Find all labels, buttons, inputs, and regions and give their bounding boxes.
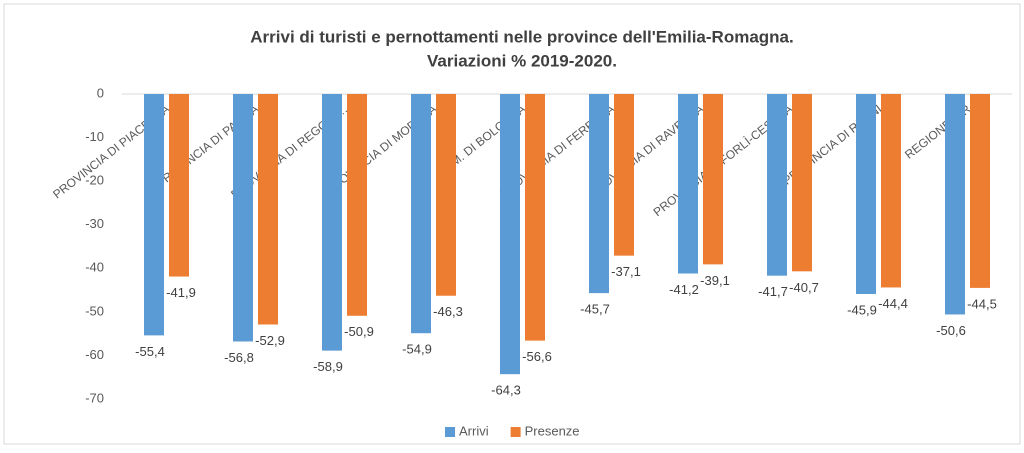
bar — [678, 94, 698, 274]
data-label: -44,4 — [878, 296, 908, 311]
bar — [169, 94, 189, 277]
bar — [970, 94, 990, 288]
bar — [792, 94, 812, 272]
bar — [258, 94, 278, 325]
data-label: -55,4 — [135, 344, 165, 359]
bar — [436, 94, 456, 296]
legend-swatch — [445, 427, 455, 437]
data-label: -45,9 — [847, 302, 877, 317]
data-label: -50,6 — [936, 323, 966, 338]
data-label: -54,9 — [402, 342, 432, 357]
data-label: -58,9 — [313, 359, 343, 374]
bar — [144, 94, 164, 336]
y-tick-label: -30 — [85, 216, 104, 231]
data-label: -64,3 — [491, 383, 521, 398]
data-label: -56,8 — [224, 350, 254, 365]
bar — [347, 94, 367, 316]
legend-label: Presenze — [525, 423, 580, 438]
y-tick-label: -70 — [85, 390, 104, 405]
data-label: -56,6 — [522, 349, 552, 364]
y-tick-label: -50 — [85, 303, 104, 318]
bar — [500, 94, 520, 375]
y-tick-label: -60 — [85, 347, 104, 362]
bar — [881, 94, 901, 288]
y-tick-label: 0 — [97, 85, 104, 100]
data-label: -37,1 — [611, 264, 641, 279]
bar — [856, 94, 876, 294]
chart-subtitle: Variazioni % 2019-2020. — [427, 51, 617, 70]
bar — [767, 94, 787, 276]
bar — [945, 94, 965, 315]
data-label: -46,3 — [433, 304, 463, 319]
legend-label: Arrivi — [459, 423, 489, 438]
chart-border — [3, 3, 1021, 445]
y-tick-label: -20 — [85, 173, 104, 188]
data-label: -41,2 — [669, 282, 699, 297]
bar — [703, 94, 723, 265]
data-label: -40,7 — [789, 280, 819, 295]
data-label: -39,1 — [700, 273, 730, 288]
y-tick-label: -10 — [85, 129, 104, 144]
data-label: -44,5 — [967, 296, 997, 311]
bar — [614, 94, 634, 256]
y-tick-label: -40 — [85, 260, 104, 275]
chart-title: Arrivi di turisti e pernottamenti nelle … — [250, 27, 793, 46]
bar — [411, 94, 431, 334]
data-label: -50,9 — [344, 324, 374, 339]
data-label: -41,9 — [166, 285, 196, 300]
bar — [589, 94, 609, 294]
bar — [233, 94, 253, 342]
legend-swatch — [510, 427, 521, 437]
bar — [322, 94, 342, 351]
data-label: -45,7 — [580, 302, 610, 317]
data-label: -41,7 — [758, 284, 788, 299]
data-label: -52,9 — [255, 333, 285, 348]
bar — [525, 94, 545, 341]
